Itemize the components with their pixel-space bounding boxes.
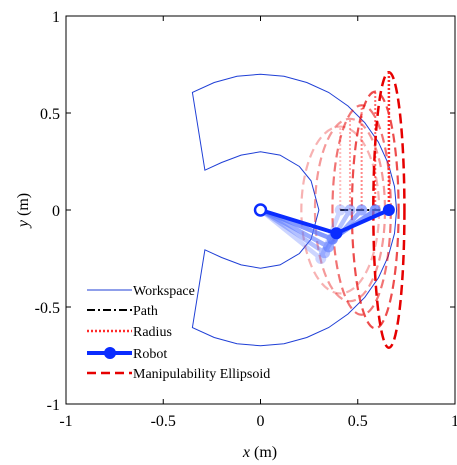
y-tick-label: 1 [52,9,60,26]
x-tick-label: 0 [257,413,265,430]
robot-joint-1 [330,227,343,240]
x-tick-label: 0.5 [348,413,368,430]
legend-entry-path: Path [87,304,158,319]
legend: Workspace Path Radius Robot Manipulabili… [87,284,270,382]
ghost-robot-joint [344,204,356,216]
ghost-robot-joint [356,204,368,216]
legend-entry-workspace: Workspace [87,284,195,299]
workspace-curve [191,73,398,347]
plot-layer [191,71,406,349]
legend-label-radius: Radius [133,325,172,340]
legend-entry-ellipsoid: Manipulability Ellipsoid [87,367,270,382]
ghost-robot-joint [315,253,327,264]
robot-joint-2 [382,204,395,216]
x-tick-label: 1 [451,413,457,430]
legend-marker-robot [104,347,116,359]
y-tick-label: 0.5 [40,106,60,123]
x-tick-label: -1 [59,413,72,430]
legend-label-path: Path [133,304,158,319]
ghost-robot-joint [334,204,346,216]
legend-label-ellipsoid: Manipulability Ellipsoid [133,367,270,382]
ghost-robot-links [259,208,343,263]
manipulability-ellipsoid [372,71,406,349]
legend-label-workspace: Workspace [133,284,195,299]
y-tick-label: 0 [52,203,60,220]
ghost-robot-links [259,208,352,256]
ticks-layer: -1 -0.5 0 0.5 1 -1 -0.5 0 0.5 1 [35,9,457,430]
legend-label-robot: Robot [133,347,167,362]
x-axis-label: x (m) [242,444,277,461]
x-tick-label: -0.5 [151,413,176,430]
y-tick-label: -1 [47,397,60,414]
y-axis-label: y (m) [15,193,32,229]
legend-entry-radius: Radius [87,325,172,340]
y-tick-label: -0.5 [35,300,60,317]
robot-joint-0 [253,203,268,217]
legend-entry-robot: Robot [87,347,167,362]
ghost-ellipsoid-3 [350,90,400,330]
